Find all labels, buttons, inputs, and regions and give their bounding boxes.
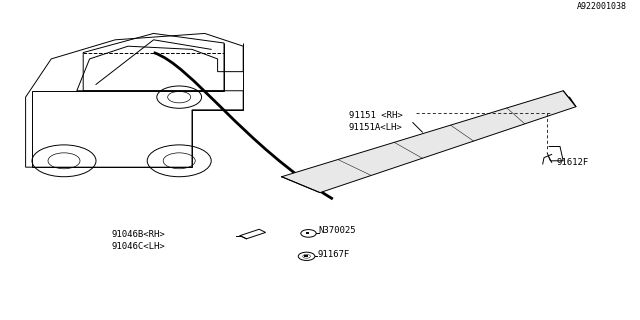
Text: 91151 <RH>
91151A<LH>: 91151 <RH> 91151A<LH> [349, 111, 403, 132]
Text: N370025: N370025 [319, 226, 356, 235]
Polygon shape [282, 91, 576, 193]
Text: 91612F: 91612F [557, 158, 589, 167]
Text: 91046B<RH>
91046C<LH>: 91046B<RH> 91046C<LH> [112, 230, 166, 251]
Text: 91167F: 91167F [317, 250, 349, 259]
Text: A922001038: A922001038 [577, 2, 627, 11]
